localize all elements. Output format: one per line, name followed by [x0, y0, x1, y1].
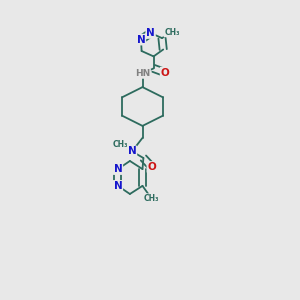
Text: HN: HN [135, 69, 150, 78]
Text: CH₃: CH₃ [113, 140, 128, 149]
Text: N: N [128, 146, 136, 156]
Text: CH₃: CH₃ [164, 28, 180, 37]
Text: CH₃: CH₃ [144, 194, 159, 203]
Text: O: O [147, 162, 156, 172]
Text: N: N [113, 164, 122, 174]
Text: O: O [160, 68, 169, 78]
Text: N: N [136, 34, 146, 45]
Text: N: N [146, 28, 155, 38]
Text: N: N [113, 181, 122, 191]
